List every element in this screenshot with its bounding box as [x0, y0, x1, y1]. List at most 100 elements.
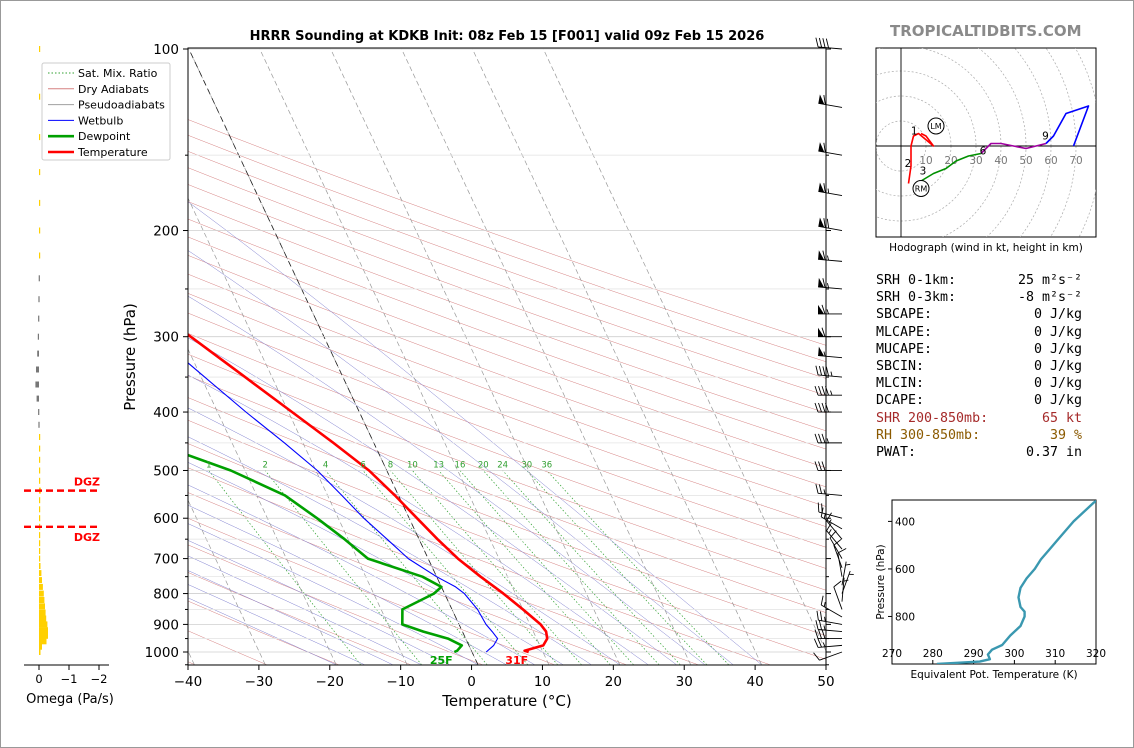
wind-barb: [833, 580, 843, 610]
dry-adiabat-line: [188, 333, 826, 569]
mixing-ratio-label: 4: [323, 460, 328, 470]
x-tick-label: −20: [316, 674, 345, 690]
omega-axis-label: Omega (Pa/s): [26, 692, 114, 707]
wind-barb: [833, 538, 843, 568]
y-tick-label: 800: [153, 587, 179, 603]
barb-staff: [818, 619, 843, 625]
mixing-ratio-label: 20: [478, 460, 489, 470]
theta-e-x-tick-label: 290: [964, 648, 984, 660]
barb-staff: [818, 225, 843, 231]
omega-bar: [39, 252, 41, 259]
stat-label: SBCAPE:: [876, 307, 933, 323]
dgz-label: DGZ: [74, 476, 100, 489]
dry-adiabat-line: [188, 255, 826, 488]
wind-barb: [826, 512, 843, 540]
dry-adiabat-line: [188, 572, 411, 665]
dry-adiabat-line: [188, 236, 826, 469]
barb-half-feather: [822, 642, 826, 648]
barb-half-feather: [827, 283, 829, 288]
mixing-ratio-line: [502, 470, 681, 665]
barb-feather: [815, 37, 819, 48]
omega-bar: [39, 477, 41, 484]
mixing-ratio-line: [390, 470, 558, 665]
stat-row-mlcin: MLCIN: 0 J/kg: [876, 375, 1096, 392]
hodograph-panel: 10 20 30 40 50 60 70 1 23 6 9 LM RM: [875, 47, 1097, 238]
barb-staff: [841, 570, 851, 594]
barb-flag: [818, 250, 825, 260]
pseudoadiabat-line: [188, 555, 422, 665]
surface-temperature-label: 31F: [505, 654, 528, 667]
barb-feather: [833, 580, 842, 588]
stat-value: 65 kt: [1041, 410, 1082, 426]
barb-feather: [821, 433, 826, 444]
stat-label: SHR 200-850mb:: [876, 410, 989, 426]
theta-e-x-tick-label: 300: [1004, 648, 1024, 660]
barb-feather: [822, 250, 826, 260]
legend-label: Sat. Mix. Ratio: [78, 67, 158, 80]
storm-motion-marker: [927, 117, 945, 135]
stat-value: 0.37 in: [1025, 445, 1082, 461]
stat-label: SRH 0-3km:: [876, 290, 957, 306]
theta-e-frame: [891, 499, 1097, 665]
surface-dewpoint-label: 25F: [430, 654, 453, 667]
omega-bar: [39, 609, 46, 616]
barb-half-feather: [845, 563, 851, 566]
barb-feather: [825, 402, 829, 413]
mixing-ratio-line: [459, 470, 634, 665]
dry-adiabat-line: [188, 353, 826, 591]
wind-barb: [813, 638, 843, 648]
barb-half-feather: [827, 188, 830, 194]
hodograph-segment: [907, 132, 935, 184]
omega-bar: [39, 515, 41, 522]
wind-barb: [815, 37, 843, 50]
barb-feather: [821, 402, 826, 413]
barb-feather: [815, 484, 819, 494]
isotherm-line: [188, 348, 337, 665]
hodograph-rings: [876, 48, 1096, 237]
wind-barb: [826, 522, 843, 550]
wind-barb: [816, 610, 843, 625]
dry-adiabats: [188, 119, 826, 665]
barb-half-feather: [828, 519, 832, 524]
omega-bar: [39, 540, 41, 547]
pseudoadiabat-line: [188, 540, 450, 665]
omega-bar: [39, 632, 48, 639]
barb-feather: [823, 218, 826, 228]
wind-barb: [815, 484, 843, 496]
mixing-ratio-lines: [208, 470, 729, 665]
barb-staff: [829, 537, 843, 559]
y-tick-label: 300: [153, 330, 179, 346]
sounding-profiles: [188, 333, 549, 654]
mixing-ratio-line: [325, 470, 488, 665]
omega-bar: [35, 381, 39, 388]
mixing-ratio-label: 30: [521, 460, 532, 470]
wind-barb: [841, 561, 851, 586]
omega-bar: [39, 603, 45, 610]
omega-bar: [36, 366, 39, 373]
barb-feather: [814, 433, 819, 444]
barb-staff: [819, 651, 843, 661]
wind-barb: [829, 530, 843, 559]
y-tick-label: 500: [153, 463, 179, 479]
pseudoadiabat-line: [188, 374, 649, 665]
hodograph-height-label: 9: [1042, 131, 1049, 143]
wind-barb: [818, 277, 843, 290]
mixing-ratio-line: [264, 470, 422, 665]
stat-value: -8 m²s⁻²: [1017, 290, 1082, 306]
barb-feather: [815, 365, 819, 376]
barb-staff: [833, 586, 843, 610]
omega-bar: [39, 506, 41, 513]
barb-staff: [818, 190, 843, 196]
barb-staff: [818, 644, 843, 648]
dry-adiabat-line: [188, 375, 826, 613]
mixing-ratio-labels: 1 2 4 6 8 10 13 16 20 24 30 36: [206, 460, 552, 470]
hodograph-height-label: 2: [905, 158, 912, 170]
storm-motion-label: LM: [930, 122, 941, 131]
hodograph-ring-label: 40: [994, 155, 1007, 167]
barb-half-feather: [826, 438, 829, 444]
theta-e-trace: [936, 500, 1096, 664]
wind-barb: [818, 142, 843, 156]
barb-flag: [818, 327, 824, 337]
pseudoadiabat-line: [188, 201, 762, 665]
x-tick-label: 10: [534, 674, 551, 690]
